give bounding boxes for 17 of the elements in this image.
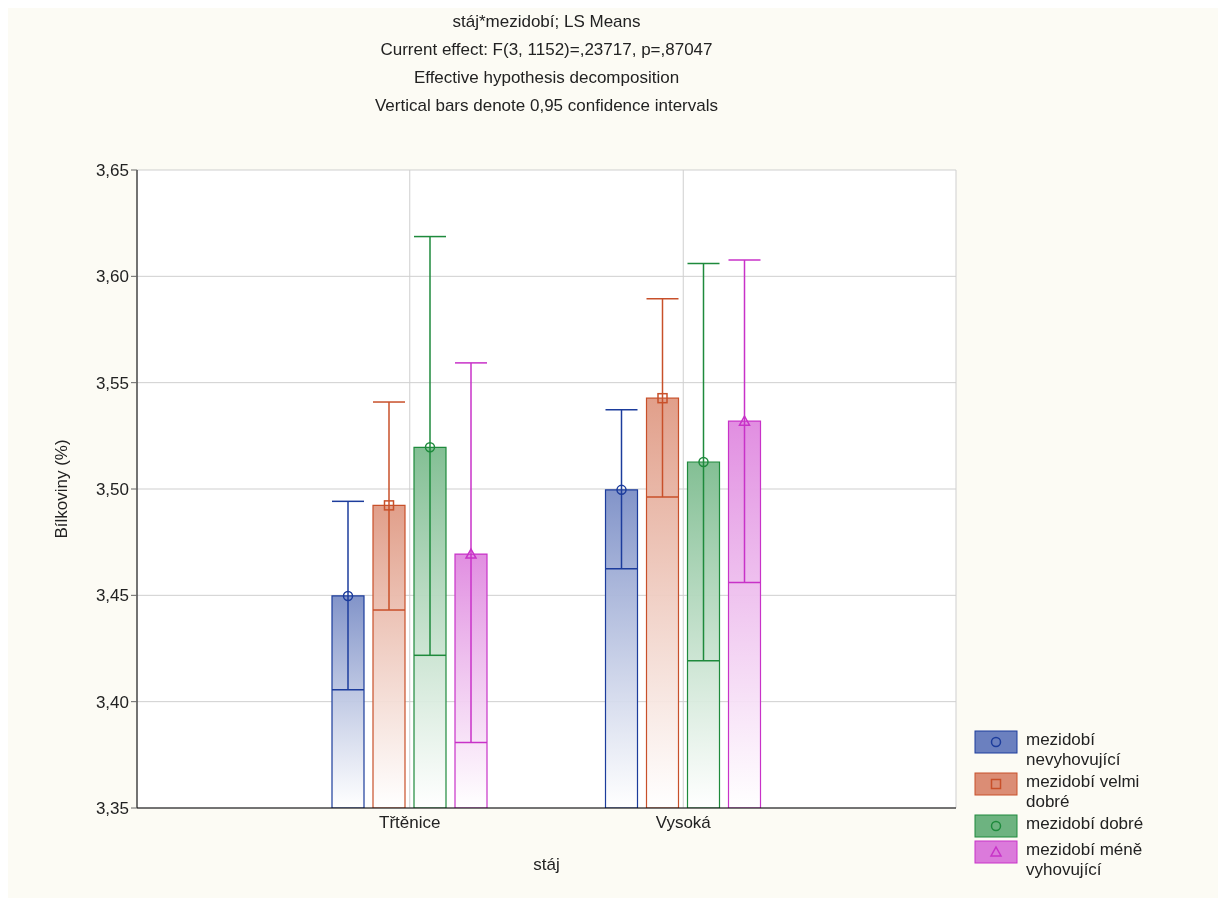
y-tick-label: 3,35 <box>95 799 129 819</box>
x-tick-label: Třtěnice <box>379 813 441 833</box>
legend-label: mezidobí dobré <box>1026 814 1145 834</box>
y-tick-label: 3,40 <box>95 692 129 712</box>
text: Effective hypothesis decomposition <box>412 67 681 89</box>
y-tick-label: 3,65 <box>95 161 129 181</box>
y-axis-title: Bílkoviny (%) <box>52 439 72 539</box>
y-tick-label: 3,55 <box>95 373 129 393</box>
chart-subtitle: Current effect: F(3, 1152)=,23717, p=,87047 <box>379 39 714 61</box>
y-tick-label: 3,50 <box>95 480 129 500</box>
y-tick-label: 3,45 <box>95 586 129 606</box>
x-tick-label: Vysoká <box>655 813 712 833</box>
text: Vertical bars denote 0,95 confidence intervals <box>373 95 719 117</box>
legend-label: mezidobí méně vyhovující <box>1026 840 1144 880</box>
x-axis-title: stáj <box>533 855 560 874</box>
y-tick-label: 3,60 <box>95 267 129 287</box>
chart-title: stáj*mezidobí; LS Means <box>451 11 642 33</box>
